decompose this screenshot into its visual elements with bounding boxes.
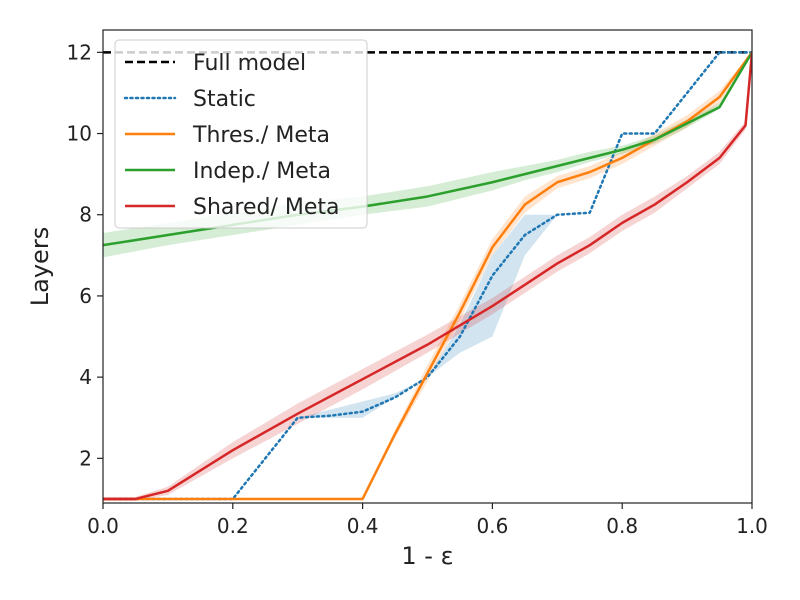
y-axis-title: Layers: [26, 227, 54, 306]
y-tick-label: 2: [79, 446, 92, 470]
line-shared-meta: [103, 52, 752, 501]
x-tick-label: 0.6: [476, 514, 508, 538]
plot-frame: [102, 29, 753, 504]
legend-label-thres-meta: Thres./ Meta: [192, 123, 330, 148]
legend-box: [114, 39, 368, 229]
y-tick-label: 6: [79, 284, 92, 308]
legend: Full model Static Thres./ Meta Indep./ Meta…: [114, 39, 368, 229]
x-tick-label: 0.0: [87, 514, 119, 538]
x-axis-title: 1 - ε: [401, 542, 453, 570]
y-tick-label: 8: [79, 203, 92, 227]
band-indep-meta: [103, 52, 752, 258]
legend-label-shared-meta: Shared/ Meta: [193, 195, 339, 220]
x-tick-label: 0.4: [347, 514, 379, 538]
x-tick-label: 0.2: [217, 514, 249, 538]
confidence-bands: [103, 52, 752, 501]
x-axis-ticks: 0.0 0.2 0.4 0.6 0.8 1.0: [87, 503, 768, 538]
legend-label-full-model: Full model: [193, 51, 306, 76]
line-static: [103, 51, 752, 501]
legend-label-static: Static: [193, 87, 256, 112]
line-thres-meta: [103, 51, 752, 501]
x-tick-label: 0.8: [606, 514, 638, 538]
y-tick-label: 4: [79, 365, 92, 389]
legend-label-indep-meta: Indep./ Meta: [193, 159, 331, 184]
y-axis-ticks: 2 4 6 8 10 12: [67, 40, 103, 470]
x-tick-label: 1.0: [736, 514, 768, 538]
y-tick-label: 10: [67, 122, 92, 146]
y-tick-label: 12: [67, 40, 92, 64]
